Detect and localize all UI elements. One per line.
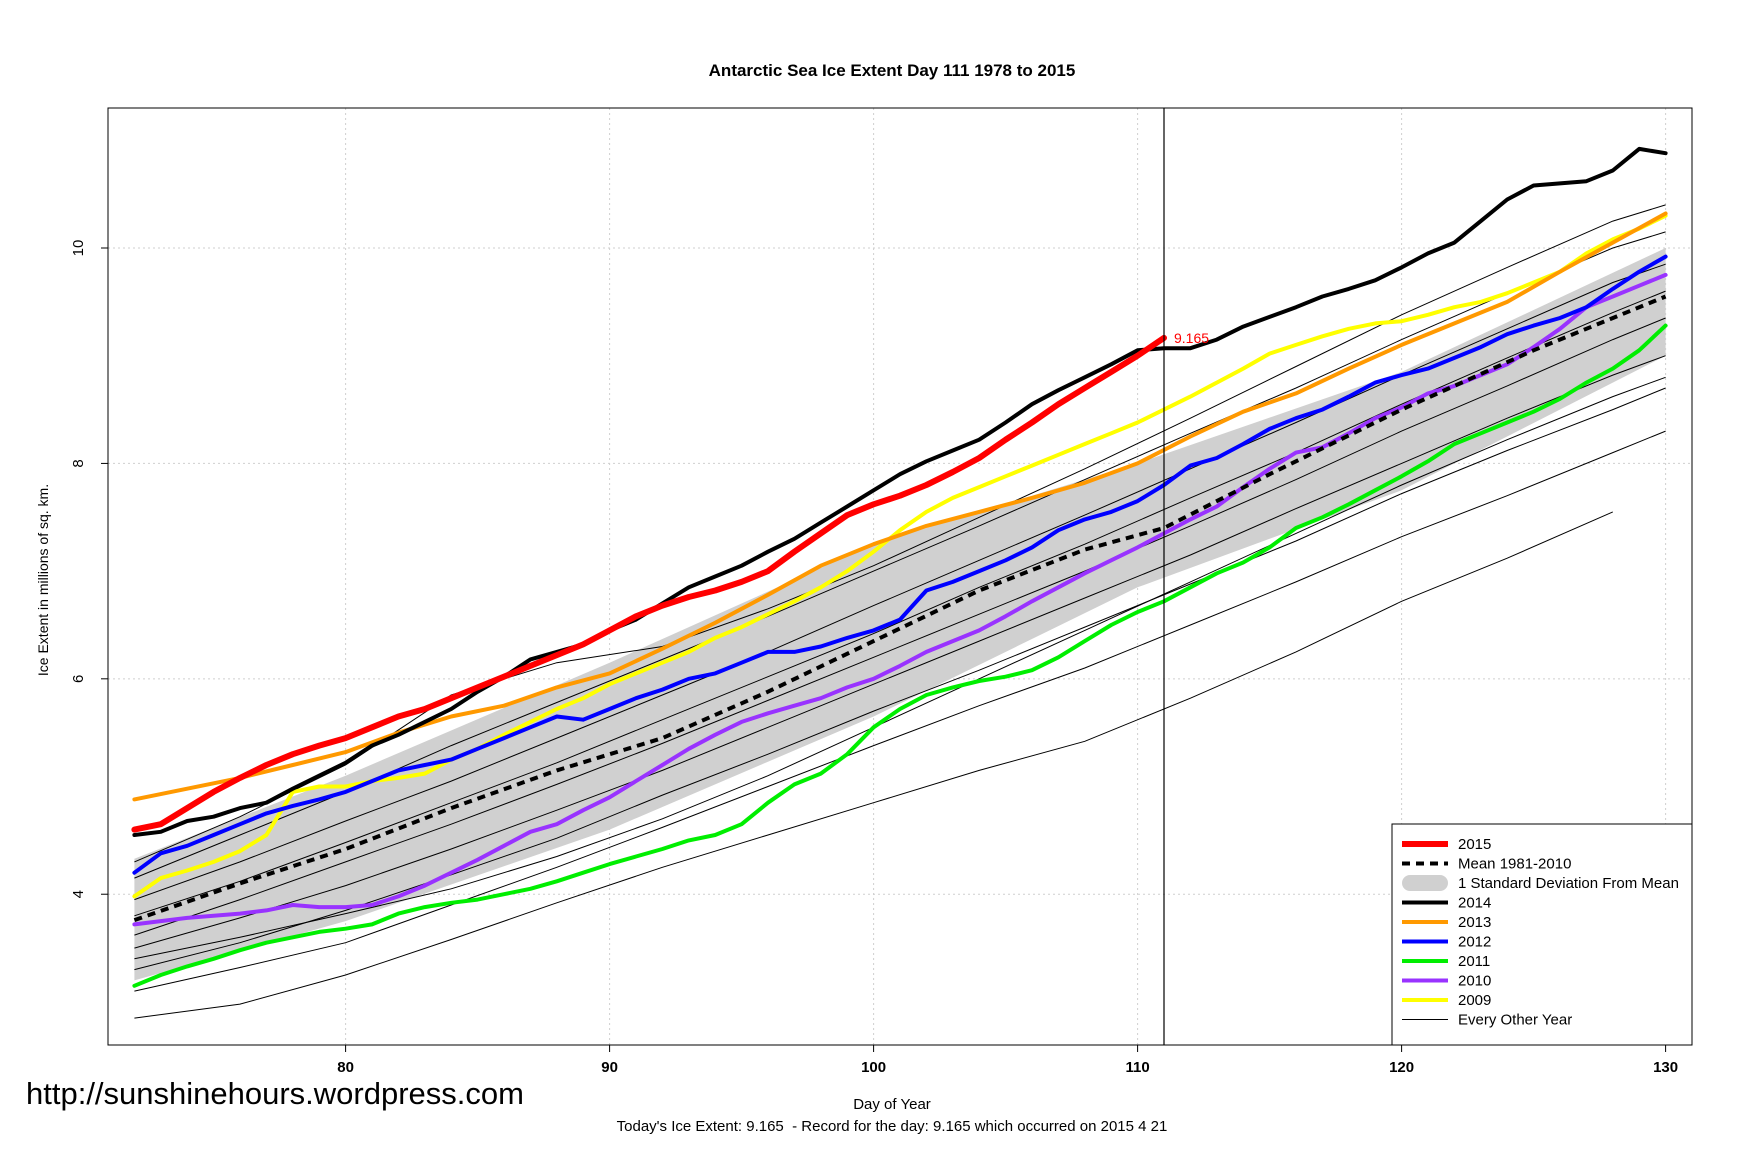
legend-label: 2012 [1458, 934, 1491, 951]
legend-box [1391, 823, 1693, 1046]
point-value-label: 9.165 [1174, 330, 1209, 346]
mean-line [133, 294, 1667, 922]
legend-label: Mean 1981-2010 [1458, 856, 1571, 873]
legend-label: 2011 [1458, 953, 1490, 970]
other-year-line [134, 317, 1666, 936]
x-tick-label: 130 [1653, 1059, 1678, 1076]
series-line-2009 [132, 213, 1668, 899]
other-year-line [134, 387, 1666, 971]
y-tick-label: 4 [70, 890, 87, 898]
other-year-line [134, 290, 1666, 917]
x-tick-label: 100 [861, 1059, 886, 1076]
series-line-2014 [132, 146, 1668, 837]
mean-line-group [133, 294, 1667, 922]
x-tick-label: 90 [601, 1059, 618, 1076]
legend-swatch [1402, 875, 1448, 891]
legend-label: 2014 [1458, 895, 1491, 912]
other-year-line [134, 204, 1666, 863]
series-line-2011 [132, 323, 1668, 988]
legend-label: 2015 [1458, 836, 1491, 853]
legend-label: 1 Standard Deviation From Mean [1458, 875, 1679, 892]
series-line-2013 [132, 211, 1668, 802]
series-line-2010 [132, 272, 1668, 927]
y-axis-label: Ice Extent in millions of sq. km. [35, 484, 51, 676]
x-axis: 80 90 100 110 120 130 [337, 1045, 1678, 1076]
chart-subtitle: Today's Ice Extent: 9.165 - Record for t… [617, 1118, 1168, 1135]
y-tick-label: 8 [70, 459, 87, 467]
series-line-2015 [131, 334, 1167, 833]
year-series [131, 146, 1668, 988]
std-band-area [134, 248, 1666, 981]
legend-label: 2010 [1458, 973, 1491, 990]
other-year-line [134, 511, 1614, 1019]
legend: 2015 Mean 1981-2010 1 Standard Deviation F… [1391, 823, 1693, 1046]
x-tick-label: 80 [337, 1059, 354, 1076]
series-line-2012 [132, 254, 1668, 875]
other-year-line [134, 430, 1666, 992]
watermark-url: http://sunshinehours.wordpress.com [26, 1076, 524, 1111]
other-year-line [134, 263, 1666, 901]
plot-frame [107, 107, 1693, 1046]
legend-label: 2009 [1458, 992, 1491, 1009]
legend-label: Every Other Year [1458, 1012, 1572, 1029]
legend-label: 2013 [1458, 914, 1491, 931]
other-years-lines [134, 204, 1666, 1019]
chart-title: Antarctic Sea Ice Extent Day 111 1978 to… [709, 61, 1076, 80]
sd-band [134, 248, 1666, 981]
x-axis-label: Day of Year [853, 1096, 931, 1113]
x-tick-label: 110 [1125, 1059, 1149, 1076]
other-year-line [134, 376, 1666, 960]
y-tick-label: 10 [70, 240, 87, 257]
other-year-line [134, 355, 1666, 949]
y-axis: 4 6 8 10 [70, 240, 108, 898]
y-tick-label: 6 [70, 675, 87, 683]
x-tick-label: 120 [1389, 1059, 1414, 1076]
